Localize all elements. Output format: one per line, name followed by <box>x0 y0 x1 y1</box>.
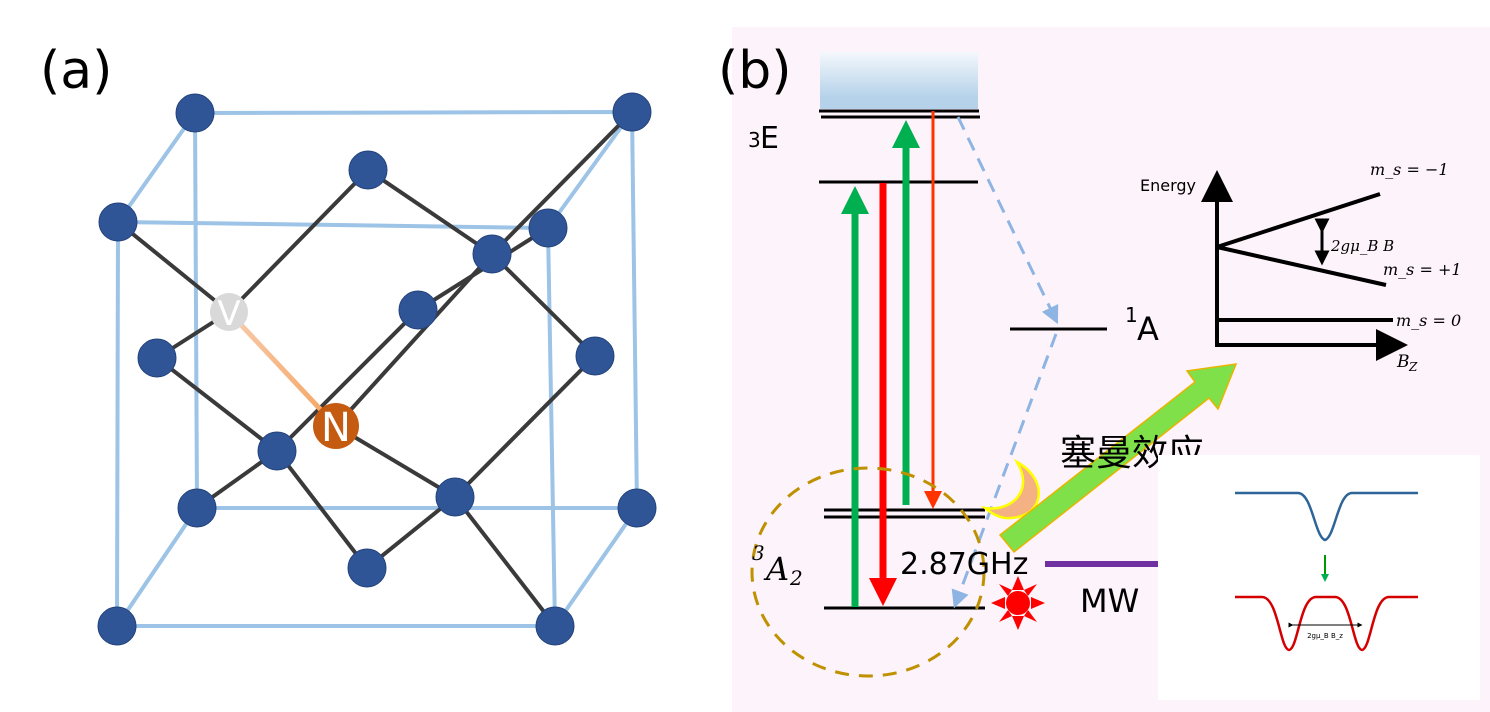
odmr-inset: 2gμ_B B_z <box>1158 455 1480 700</box>
carbon-atom <box>177 488 217 528</box>
cube-edge <box>553 506 639 628</box>
microwave-label: MW <box>1080 582 1139 620</box>
ms-plus1-label: m_s = +1 <box>1383 260 1462 279</box>
singlet-state-sup: 1 <box>1125 303 1138 327</box>
bond <box>227 168 370 314</box>
vacancy-label: V <box>217 294 240 334</box>
bond <box>334 252 494 428</box>
zero-field-splitting-label: 2.87GHz <box>900 547 1028 582</box>
bond <box>334 424 457 499</box>
cube-edge <box>546 110 634 230</box>
vacancy-site <box>210 293 248 331</box>
bond <box>116 220 231 314</box>
single-dip-curve <box>1235 491 1418 542</box>
ground-state-sub: 2 <box>789 566 803 590</box>
bond <box>155 356 279 453</box>
splitting-label: 2gμ_B B <box>1330 237 1394 255</box>
zeeman-energy-plot: Energy B Z m_s = −1 m_s = +1 m_s = 0 2gμ… <box>1140 160 1462 374</box>
bond <box>453 495 557 628</box>
carbon-atom <box>617 488 657 528</box>
singlet-state-label: A <box>1137 310 1159 348</box>
carbon-atom <box>535 606 575 646</box>
ground-state-sup: 3 <box>752 541 765 565</box>
nitrogen-label: N <box>321 405 351 451</box>
energy-levels <box>819 109 1107 610</box>
inset-splitting-label: 2gμ_B B_z <box>1307 632 1343 640</box>
excited-state-label: E <box>760 121 779 156</box>
cube-edge <box>116 111 197 224</box>
bond <box>490 110 634 256</box>
split-dips-curve <box>1235 595 1418 652</box>
ms-minus1-line <box>1216 192 1381 249</box>
panel-a: (a) <box>40 41 657 646</box>
panel-b: (b) 3 E 1 A 3 A 2 2.87GHz <box>718 27 1490 712</box>
bond <box>275 449 369 570</box>
zeeman-arrow <box>998 363 1238 554</box>
carbon-atom <box>97 606 137 646</box>
intersystem-crossing-arrow <box>951 333 1058 609</box>
intersystem-crossing-arrow <box>956 116 1059 325</box>
ms-minus1-label: m_s = −1 <box>1370 160 1449 179</box>
bond <box>490 252 597 358</box>
carbon-atom <box>435 477 475 517</box>
carbon-atom <box>472 234 512 274</box>
ground-state-label: A <box>763 550 789 588</box>
bond <box>453 354 597 499</box>
cube-edges <box>114 109 640 628</box>
carbon-atom <box>98 202 138 242</box>
excited-state-sup: 3 <box>748 128 761 152</box>
ms-plus1-line <box>1216 245 1387 287</box>
nitrogen-atom <box>313 403 359 449</box>
nv-bond <box>227 310 338 428</box>
bond <box>275 308 420 453</box>
carbon-atom <box>612 92 652 132</box>
cube-edge <box>115 506 199 628</box>
carbon-atom <box>575 336 615 376</box>
energy-axis-label: Energy <box>1140 176 1196 195</box>
panel-b-label: (b) <box>718 41 792 101</box>
excited-band <box>820 52 978 109</box>
carbon-atom <box>137 338 177 378</box>
carbon-atoms <box>97 92 657 646</box>
carbon-atom <box>398 290 438 330</box>
inset-background <box>1158 455 1480 700</box>
carbon-atom <box>348 150 388 190</box>
carbon-atom <box>528 208 568 248</box>
carbon-atom <box>175 93 215 133</box>
bond <box>366 168 494 256</box>
panel-a-label: (a) <box>40 41 112 101</box>
carbon-atom <box>347 548 387 588</box>
carbon-atom <box>257 431 297 471</box>
field-axis-sub: Z <box>1408 360 1418 374</box>
sun-icon <box>991 576 1045 630</box>
ms-zero-label: m_s = 0 <box>1396 311 1461 330</box>
moon-icon <box>980 458 1040 520</box>
field-axis-label: B <box>1396 352 1410 372</box>
ground-state-ellipse <box>750 466 986 678</box>
